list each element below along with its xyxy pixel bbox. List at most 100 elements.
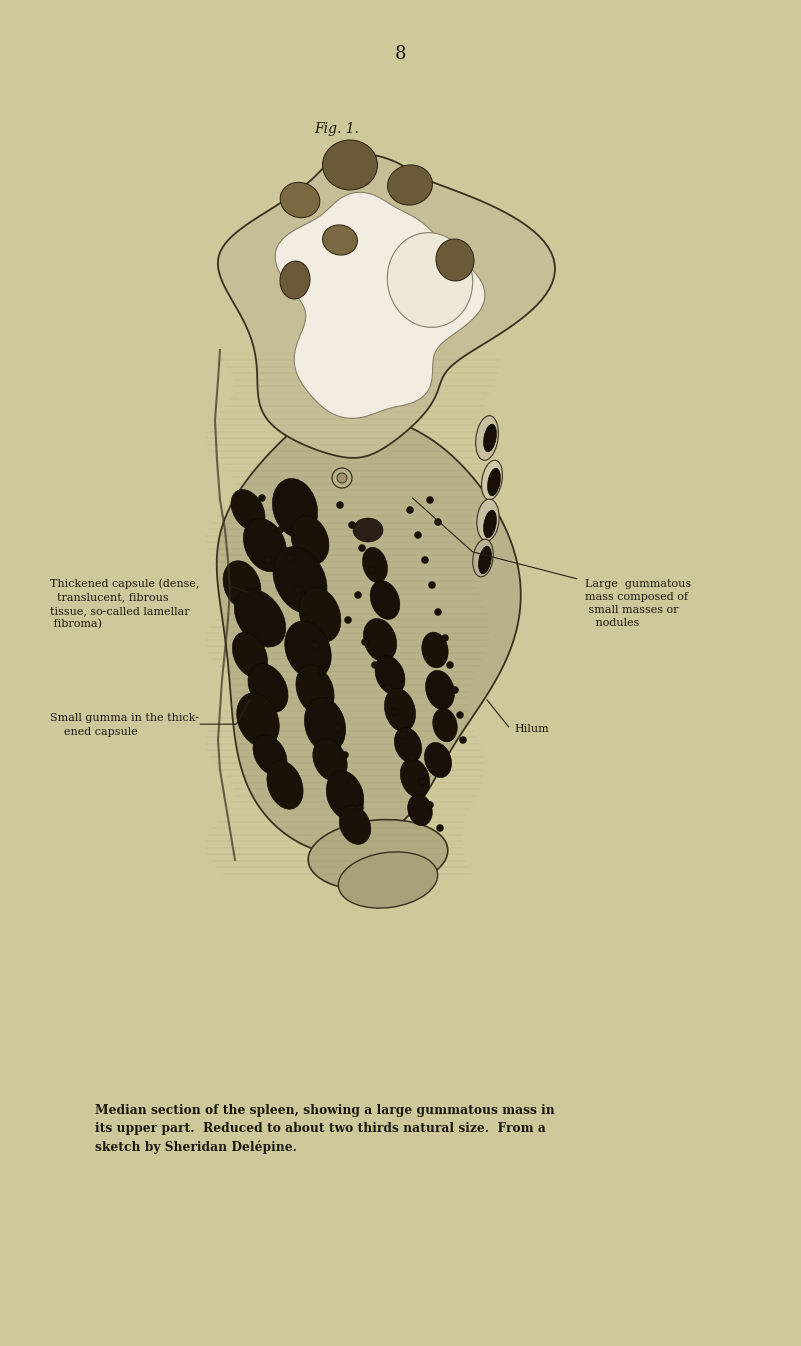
Circle shape — [429, 581, 436, 588]
Circle shape — [441, 634, 449, 642]
Circle shape — [319, 669, 325, 676]
Ellipse shape — [248, 664, 288, 712]
Ellipse shape — [253, 735, 287, 775]
Circle shape — [327, 696, 333, 704]
Ellipse shape — [370, 580, 400, 619]
Circle shape — [264, 556, 272, 564]
Ellipse shape — [280, 182, 320, 218]
Ellipse shape — [422, 633, 449, 668]
Ellipse shape — [312, 739, 347, 781]
Circle shape — [460, 736, 466, 743]
Ellipse shape — [353, 518, 383, 542]
Ellipse shape — [484, 424, 497, 452]
Ellipse shape — [244, 518, 287, 572]
Ellipse shape — [433, 708, 457, 742]
Ellipse shape — [425, 670, 454, 709]
Ellipse shape — [267, 760, 303, 809]
Text: Fig. 1.: Fig. 1. — [314, 122, 359, 136]
Ellipse shape — [273, 546, 327, 614]
Circle shape — [437, 825, 444, 832]
Circle shape — [276, 526, 284, 533]
Text: Thickened capsule (dense,
  translucent, fibrous
tissue, so-called lamellar
 fib: Thickened capsule (dense, translucent, f… — [50, 579, 199, 630]
Circle shape — [426, 497, 433, 503]
Ellipse shape — [299, 588, 341, 642]
Ellipse shape — [364, 619, 396, 661]
Ellipse shape — [231, 490, 265, 530]
Ellipse shape — [375, 656, 405, 695]
Ellipse shape — [476, 416, 498, 460]
Circle shape — [259, 494, 265, 502]
Ellipse shape — [280, 261, 310, 299]
Polygon shape — [218, 153, 555, 458]
Circle shape — [344, 616, 352, 623]
Circle shape — [348, 521, 356, 529]
Text: Large  gummatous
mass composed of
 small masses or
   nodules: Large gummatous mass composed of small m… — [585, 579, 690, 629]
Circle shape — [348, 778, 356, 786]
Ellipse shape — [384, 688, 416, 732]
Ellipse shape — [481, 460, 502, 499]
Ellipse shape — [425, 743, 452, 778]
Ellipse shape — [323, 140, 377, 190]
Circle shape — [400, 731, 406, 739]
Circle shape — [359, 545, 365, 552]
Ellipse shape — [272, 478, 318, 537]
Circle shape — [361, 638, 368, 646]
Text: Median section of the spleen, showing a large gummatous mass in
its upper part. : Median section of the spleen, showing a … — [95, 1104, 554, 1155]
Circle shape — [392, 708, 399, 716]
Ellipse shape — [408, 794, 433, 825]
Circle shape — [414, 532, 421, 538]
Circle shape — [312, 642, 319, 649]
Ellipse shape — [338, 852, 437, 909]
Polygon shape — [275, 192, 485, 419]
Ellipse shape — [473, 540, 493, 577]
Polygon shape — [217, 404, 521, 853]
Ellipse shape — [291, 516, 329, 564]
Circle shape — [434, 518, 441, 525]
Ellipse shape — [234, 590, 286, 647]
Circle shape — [295, 587, 301, 594]
Text: Small gumma in the thick-
    ened capsule: Small gumma in the thick- ened capsule — [50, 713, 199, 736]
Circle shape — [426, 801, 433, 809]
Circle shape — [341, 751, 348, 759]
Ellipse shape — [479, 546, 491, 573]
Ellipse shape — [296, 665, 334, 715]
Ellipse shape — [236, 693, 280, 747]
Circle shape — [457, 712, 464, 719]
Circle shape — [421, 556, 429, 564]
Ellipse shape — [326, 770, 364, 820]
Ellipse shape — [388, 166, 433, 205]
Circle shape — [409, 755, 416, 762]
Ellipse shape — [323, 225, 357, 256]
Ellipse shape — [400, 759, 429, 798]
Circle shape — [335, 724, 341, 731]
Ellipse shape — [304, 697, 346, 752]
Text: 8: 8 — [395, 44, 406, 63]
Circle shape — [384, 685, 392, 692]
Ellipse shape — [436, 240, 474, 281]
Ellipse shape — [339, 806, 371, 844]
Text: Hilum: Hilum — [514, 724, 549, 734]
Ellipse shape — [232, 633, 268, 678]
Ellipse shape — [363, 548, 388, 583]
Circle shape — [368, 567, 376, 573]
Circle shape — [418, 778, 425, 786]
Circle shape — [406, 506, 413, 514]
Circle shape — [356, 805, 364, 812]
Ellipse shape — [488, 468, 501, 495]
Ellipse shape — [477, 499, 499, 541]
Circle shape — [268, 525, 276, 532]
Circle shape — [355, 591, 361, 599]
Ellipse shape — [388, 233, 473, 327]
Circle shape — [452, 686, 458, 693]
Circle shape — [372, 661, 379, 669]
Ellipse shape — [394, 727, 421, 762]
Circle shape — [287, 555, 293, 561]
Circle shape — [337, 472, 347, 483]
Circle shape — [301, 615, 308, 622]
Ellipse shape — [223, 561, 261, 610]
Circle shape — [434, 608, 441, 615]
Circle shape — [446, 661, 453, 669]
Ellipse shape — [484, 510, 497, 538]
Ellipse shape — [308, 820, 448, 891]
Circle shape — [336, 502, 344, 509]
